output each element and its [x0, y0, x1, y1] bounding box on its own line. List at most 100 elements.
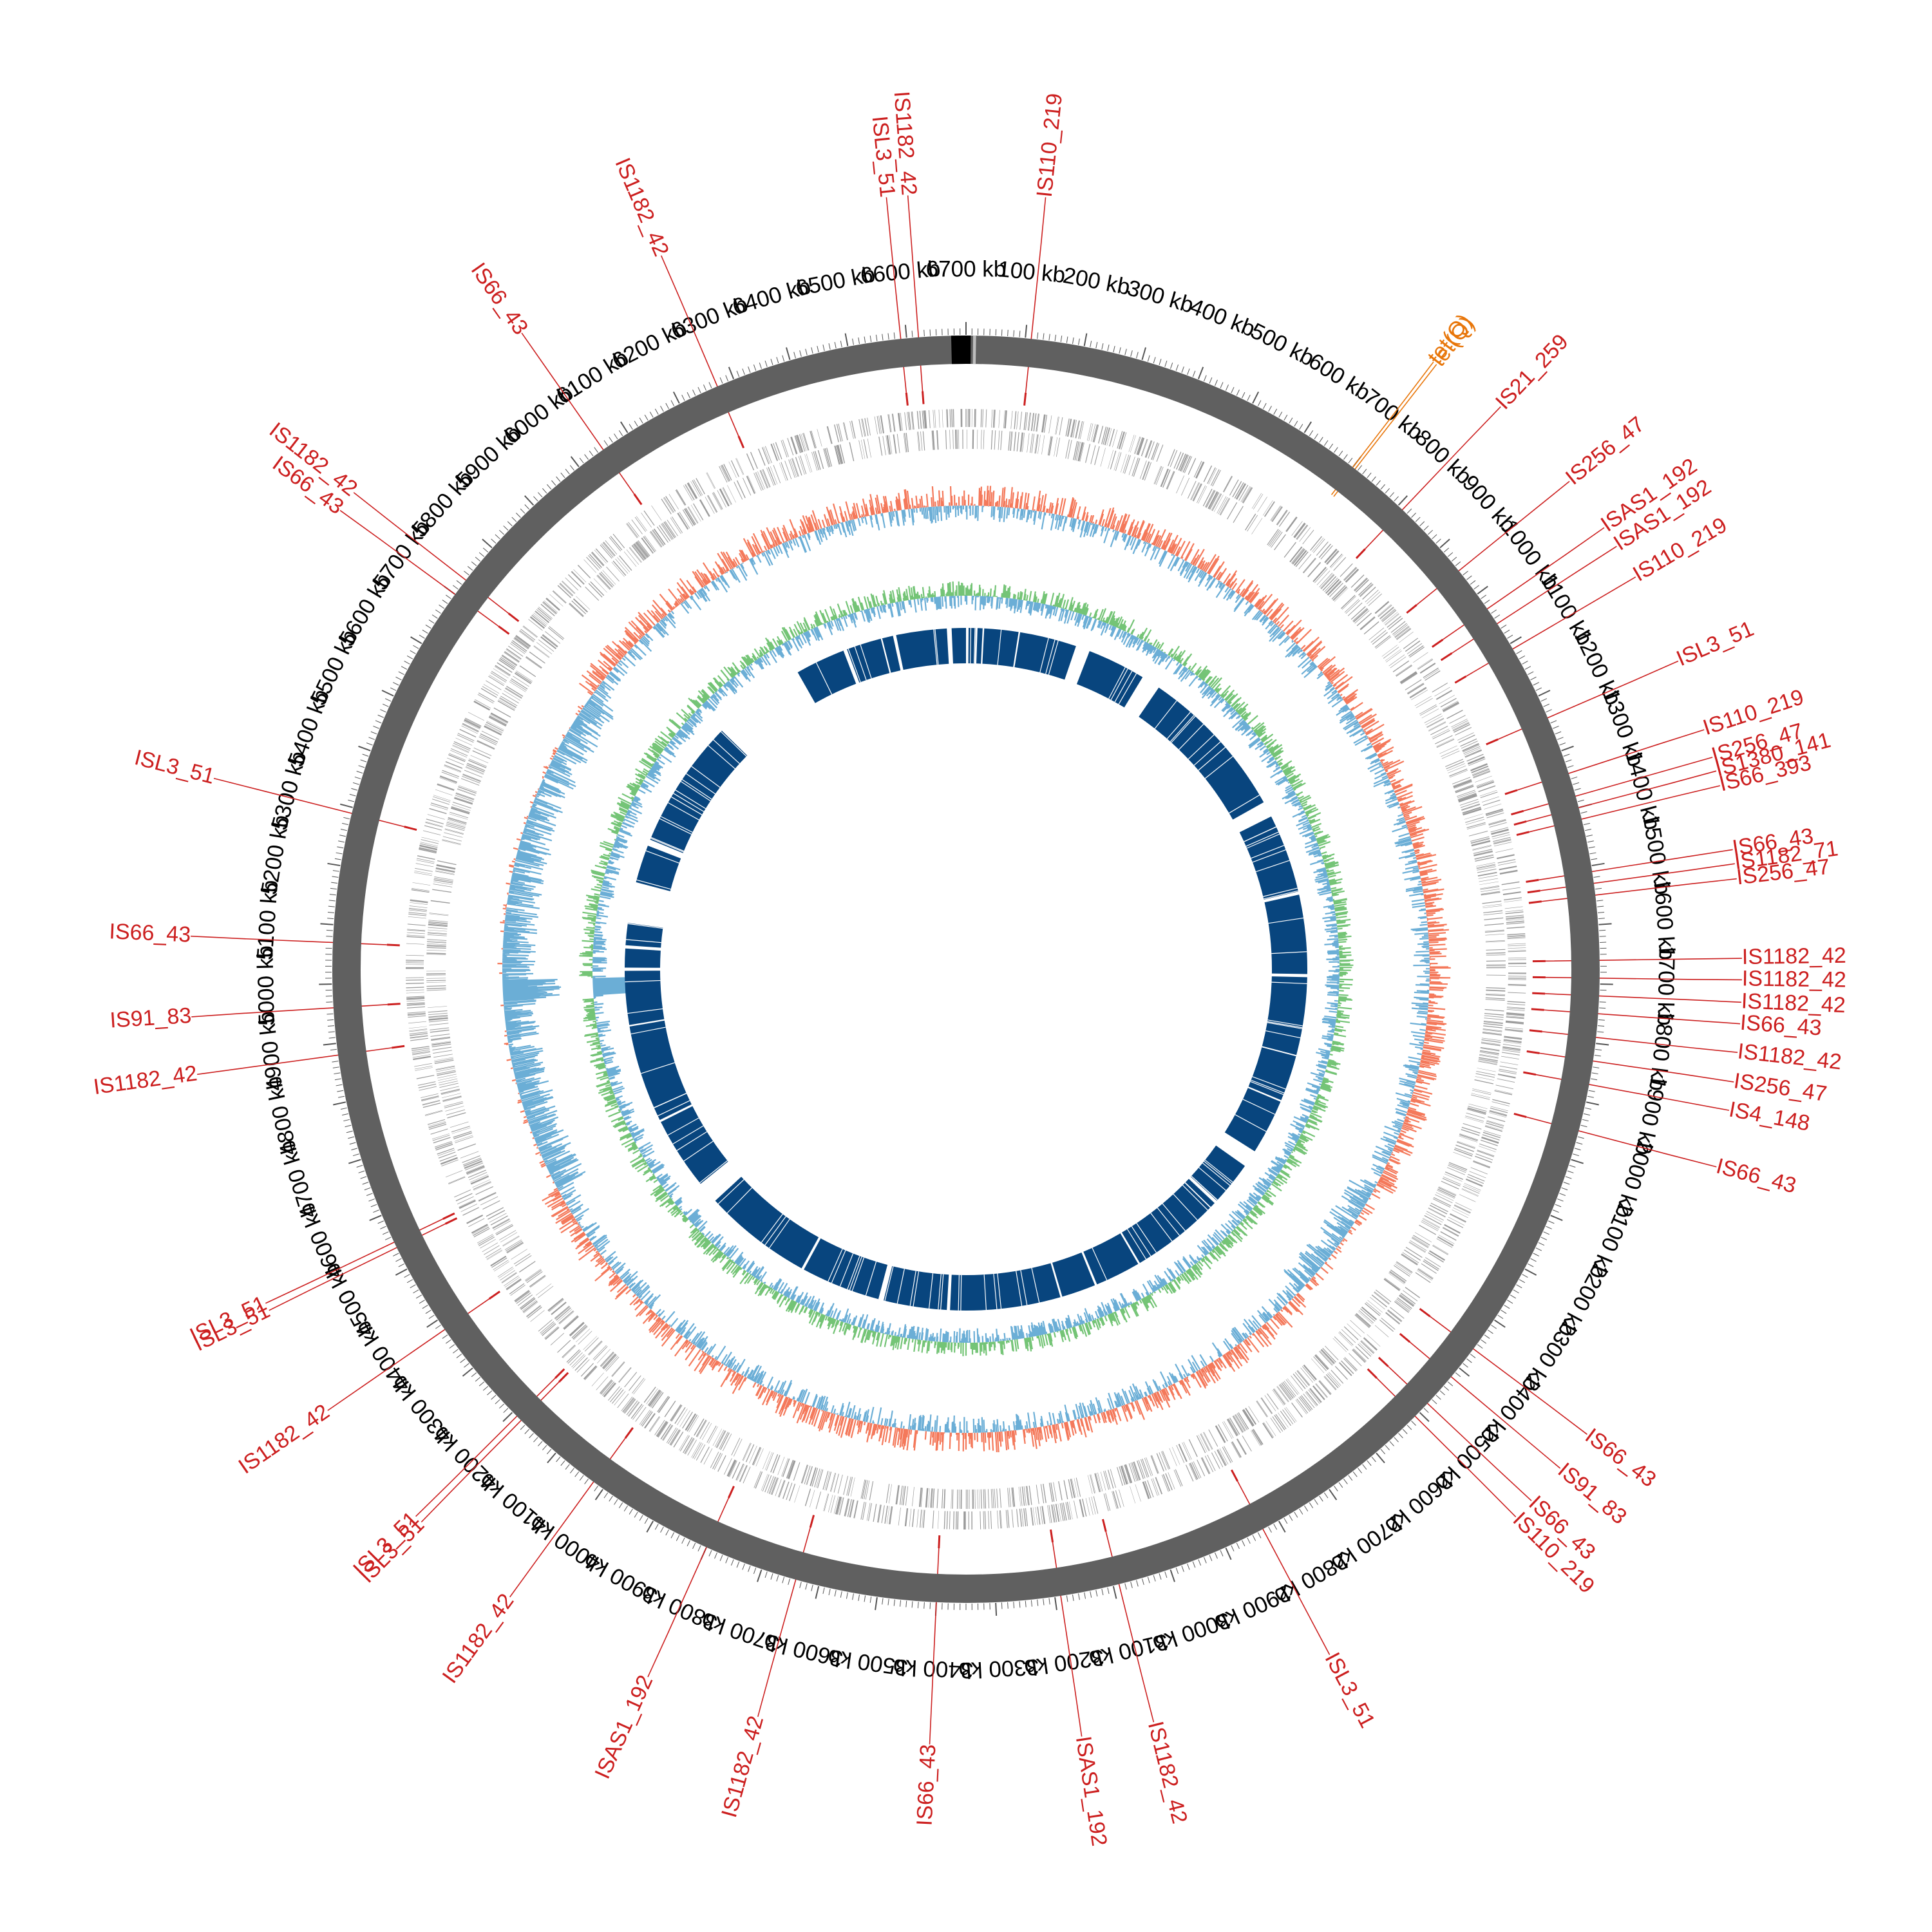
minor-tick — [1367, 472, 1372, 478]
minor-tick — [629, 424, 633, 430]
minor-tick — [1348, 1475, 1353, 1481]
major-tick — [1225, 1548, 1232, 1560]
is-element-label: IS256_47 — [1561, 412, 1649, 490]
is-marker — [1050, 1529, 1054, 1543]
minor-tick — [834, 1590, 837, 1597]
minor-tick — [533, 1437, 538, 1443]
minor-tick — [453, 1349, 459, 1354]
minor-tick — [748, 1566, 751, 1572]
minor-tick — [614, 1499, 618, 1505]
minor-tick — [435, 609, 441, 614]
major-tick — [570, 456, 580, 468]
minor-tick — [697, 1545, 701, 1552]
minor-tick — [1563, 1182, 1570, 1185]
minor-tick — [687, 1540, 690, 1547]
major-tick — [1524, 1268, 1537, 1276]
minor-tick — [1319, 437, 1323, 443]
homology-block — [636, 846, 681, 891]
minor-tick — [676, 1535, 680, 1541]
is-element-label: IS1182_42 — [1736, 1039, 1842, 1074]
major-tick — [1591, 862, 1605, 867]
minor-tick — [1338, 1482, 1343, 1488]
minor-tick — [370, 731, 377, 735]
is-marker — [1523, 1071, 1537, 1076]
minor-tick — [524, 504, 530, 510]
minor-tick — [1559, 743, 1566, 746]
minor-tick — [1447, 552, 1454, 557]
homology-block — [1190, 1145, 1245, 1201]
major-tick — [646, 1520, 654, 1533]
homology-block — [1052, 1252, 1095, 1297]
minor-tick — [1136, 1580, 1139, 1587]
minor-tick — [1007, 330, 1009, 337]
minor-tick — [1561, 1187, 1568, 1191]
minor-tick — [332, 876, 339, 878]
major-tick — [1538, 690, 1551, 697]
minor-tick — [346, 1130, 353, 1133]
minor-tick — [1019, 330, 1021, 337]
minor-tick — [1535, 687, 1542, 691]
homology-block — [1076, 650, 1143, 708]
minor-tick — [1587, 840, 1594, 843]
minor-tick — [1231, 1545, 1235, 1552]
minor-tick — [609, 1495, 613, 1502]
is-marker — [728, 1486, 735, 1499]
minor-tick — [1411, 513, 1416, 518]
homology-block — [629, 1020, 692, 1121]
minor-tick — [660, 406, 664, 412]
minor-tick — [793, 352, 796, 359]
major-tick — [1170, 1569, 1175, 1582]
minor-tick — [1175, 1567, 1179, 1574]
minor-tick — [1236, 1542, 1240, 1549]
homology-block — [661, 1106, 728, 1184]
minor-tick — [736, 370, 740, 377]
minor-tick — [1591, 1072, 1598, 1075]
minor-tick — [1209, 377, 1213, 384]
minor-tick — [644, 414, 649, 421]
is-marker — [488, 1291, 500, 1300]
minor-tick — [822, 344, 825, 351]
minor-tick — [1367, 1460, 1372, 1466]
minor-tick — [764, 1571, 768, 1578]
minor-tick — [703, 384, 707, 391]
minor-tick — [1432, 1399, 1437, 1405]
is-marker — [633, 493, 643, 506]
minor-tick — [1329, 443, 1334, 450]
minor-tick — [1043, 1598, 1045, 1605]
resistance-gene-label-leader — [1333, 364, 1437, 497]
is-marker — [1528, 900, 1542, 904]
minor-tick — [805, 1583, 808, 1590]
minor-tick — [840, 341, 842, 348]
minor-tick — [1557, 1198, 1564, 1202]
minor-tick — [1585, 829, 1592, 831]
homology-block — [715, 1177, 819, 1269]
minor-tick — [487, 1390, 493, 1396]
minor-tick — [327, 1019, 334, 1021]
major-tick — [1510, 636, 1522, 645]
minor-tick — [1519, 655, 1526, 659]
major-tick — [327, 862, 341, 867]
minor-tick — [742, 368, 745, 375]
minor-tick — [1159, 1573, 1162, 1580]
minor-tick — [1037, 332, 1039, 339]
minor-tick — [1358, 1468, 1363, 1473]
is-marker — [1355, 548, 1366, 559]
minor-tick — [1582, 1119, 1589, 1122]
minor-tick — [614, 433, 618, 440]
minor-tick — [428, 1314, 435, 1319]
minor-tick — [681, 394, 685, 401]
minor-tick — [1299, 424, 1303, 430]
minor-tick — [1334, 447, 1338, 453]
minor-tick — [354, 776, 361, 779]
minor-tick — [811, 347, 813, 354]
is-marker — [554, 1368, 565, 1379]
is-marker — [1526, 1050, 1540, 1054]
major-tick — [369, 1215, 382, 1221]
minor-tick — [1001, 1602, 1003, 1609]
minor-tick — [442, 600, 448, 604]
minor-tick — [1593, 1066, 1600, 1068]
is-marker — [392, 1045, 405, 1049]
minor-tick — [697, 386, 701, 393]
minor-tick — [1153, 357, 1156, 364]
minor-tick — [594, 1485, 598, 1492]
